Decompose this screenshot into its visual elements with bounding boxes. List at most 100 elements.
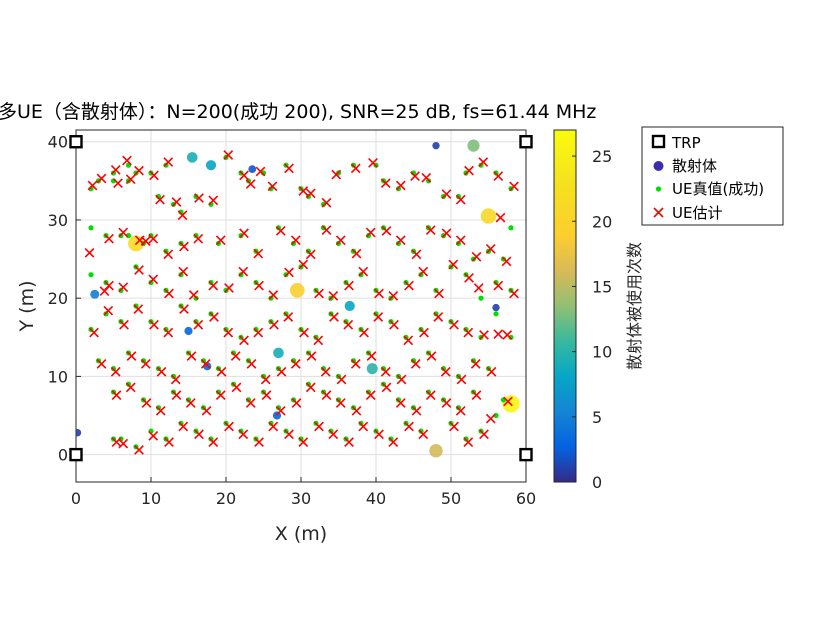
ue-est-point [284,429,294,440]
y-tick-label: 30 [48,211,68,230]
legend: TRP 散射体 UE真值(成功) UE估计 [641,126,784,226]
ue-est-point [283,312,294,322]
ue-est-point [255,166,266,177]
ue-est-point [269,319,279,330]
scatterer-point [366,363,378,375]
ue-est-point [188,290,199,300]
ue-est-point [238,429,249,440]
ue-est-point [238,266,249,277]
ue-true-point [193,193,199,200]
ue-est-point [306,351,317,361]
ue-est-point [290,235,301,246]
ue-est-point [395,180,406,191]
ue-est-point [463,327,474,338]
ue-est-point [96,359,107,369]
scatterer-point [248,165,257,174]
ue-est-point [268,290,279,300]
ue-est-point [473,283,484,293]
x-tick-label: 30 [291,489,311,508]
ue-est-point [216,366,227,377]
ue-est-point [479,429,489,440]
ue-est-point [464,165,474,176]
ue-est-point [276,366,287,377]
ue-est-point [133,304,144,314]
ue-est-point [328,290,339,301]
ue-est-point [148,430,159,441]
ue-est-point [148,233,159,244]
ue-est-point [463,437,474,447]
ue-est-point [140,359,151,369]
ue-est-point [201,405,212,416]
ue-est-point [440,366,451,377]
ue-est-point [381,382,392,393]
ue-est-point [389,319,399,330]
trp-marker [519,447,533,462]
ue-est-point [321,197,332,208]
ue-est-point [298,259,309,270]
legend-ue-est-label: UE估计 [672,204,722,222]
ue-est-point [403,335,414,346]
legend-trp-label: TRP [671,134,701,152]
ue-est-point [125,382,136,393]
ue-est-point [113,178,123,189]
ue-est-point [118,227,129,238]
scatterer-point [186,152,198,163]
scatterer-point [90,289,100,299]
scatterer-point [273,347,284,359]
ue-est-point [449,319,459,330]
ue-true-point [320,201,327,207]
ue-est-point [170,374,181,385]
ue-est-point [344,280,354,291]
ue-est-point [395,398,406,408]
ue-est-point [456,374,467,385]
ue-est-point [410,359,421,369]
ue-est-point [365,227,376,238]
ue-est-point [299,327,309,338]
scatterer-point [492,303,500,312]
ue-est-point [148,274,159,285]
ue-est-point [388,290,399,301]
scatterer-point [289,283,305,298]
ue-est-point [163,327,174,338]
ue-true-point [260,170,267,176]
grid [75,130,527,482]
ue-est-point [359,327,369,338]
x-tick-label: 60 [516,489,536,508]
ue-est-point [470,359,481,369]
ue-est-point [164,288,174,299]
ue-true-point [88,272,94,278]
ue-est-point [395,235,406,246]
ue-est-point [224,283,234,293]
colorbar-tick-label: 5 [592,408,602,427]
ue-est-point [404,280,414,291]
ue-est-point [455,405,466,416]
ue-est-point [425,225,436,235]
ue-est-point [275,226,286,236]
ue-est-point [155,194,165,205]
ue-est-point [344,437,354,447]
ue-est-point [455,194,466,205]
ue-est-point [118,282,129,293]
ue-est-point [418,429,429,440]
ue-est-point [215,390,226,401]
ue-est-point [171,197,182,207]
ue-est-point [495,212,506,223]
ue-est-point [368,157,378,168]
y-axis-label: Y (m) [16,281,38,333]
ue-est-point [245,179,256,189]
scatterer-point [467,139,480,152]
ue-true-point [493,311,499,317]
ue-est-point [171,390,182,401]
colorbar-tick-label: 10 [592,343,612,362]
trp-marker [69,447,83,462]
ue-est-point [441,189,452,200]
ue-est-point [396,374,407,385]
ue-est-point [501,256,512,267]
ue-est-point [246,359,257,369]
ue-est-point [284,267,294,278]
ue-est-point [208,437,219,447]
ue-est-point [509,181,519,192]
ue-est-point [509,288,519,299]
colorbar [553,129,577,483]
ue-est-point [374,288,384,299]
